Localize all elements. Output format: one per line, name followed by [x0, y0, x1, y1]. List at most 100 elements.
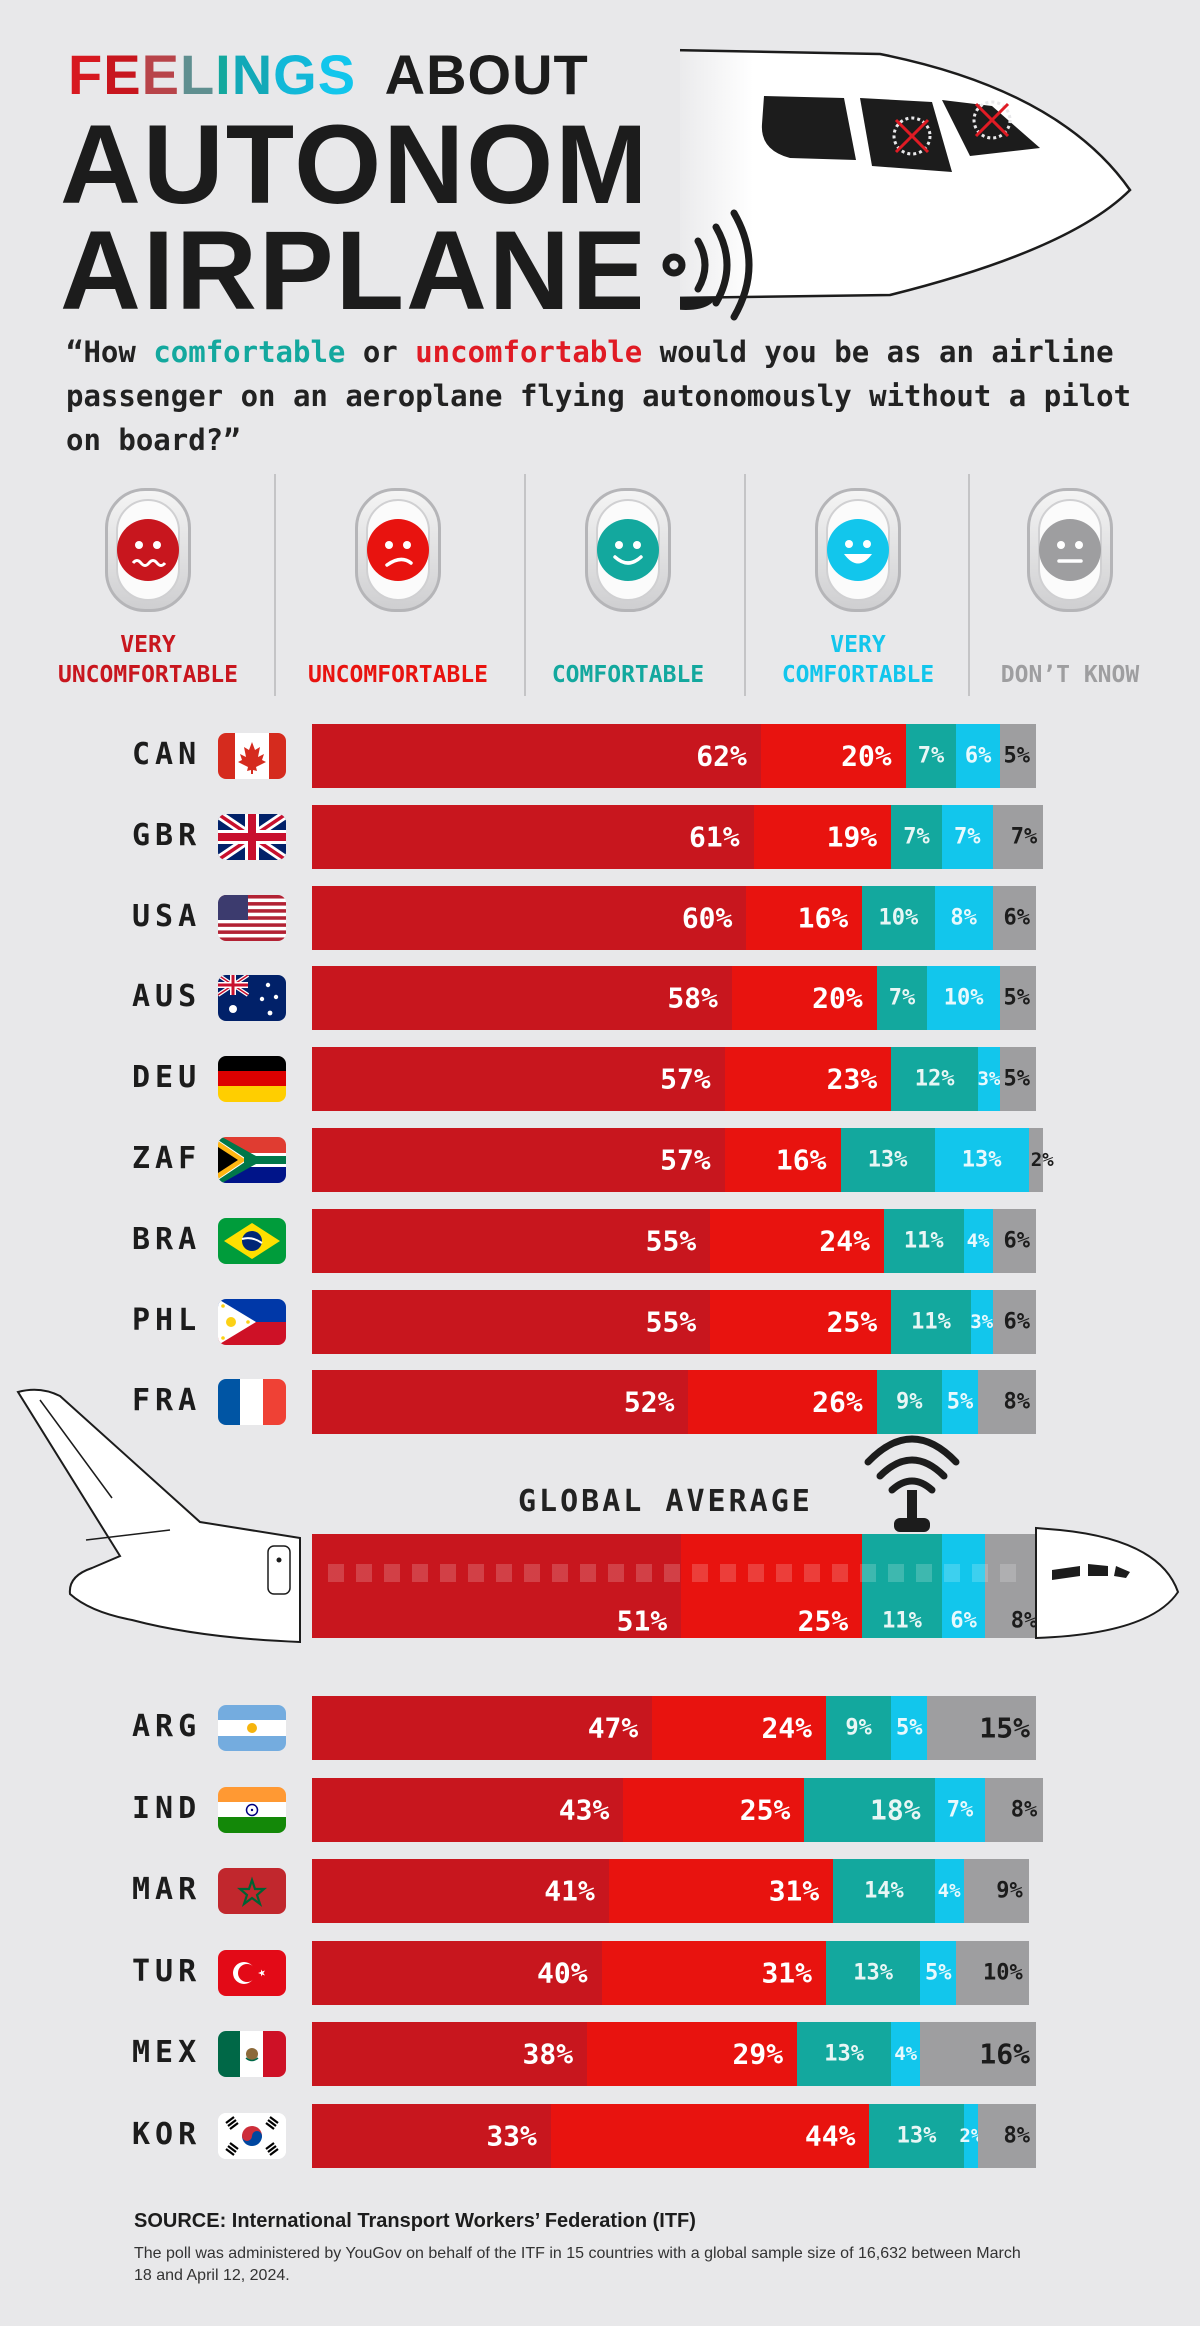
bar-segment-dont-know: 9%	[963, 1859, 1029, 1924]
data-label: 2%	[1030, 1149, 1054, 1171]
airplane-door-icon	[267, 1545, 291, 1595]
stacked-bar: 58% 20% 7% 10% 5%	[312, 966, 1036, 1031]
feelings-letter: F	[68, 43, 104, 106]
bar-segment-very-comfortable: 4%	[934, 1859, 964, 1924]
feelings-letter: N	[231, 43, 274, 106]
neutral-face-icon	[1039, 519, 1101, 581]
stacked-bar: 43% 25% 18% 7% 8%	[312, 1777, 1044, 1842]
stacked-bar: 47% 24% 9% 5% 15%	[312, 1696, 1036, 1760]
question-open: “How	[66, 335, 154, 369]
feelings-letter: I	[215, 43, 232, 106]
india-flag-icon	[218, 1786, 286, 1833]
data-label: 6%	[1003, 1228, 1030, 1254]
feelings-letter: S	[317, 43, 357, 106]
data-label: 44%	[804, 2119, 856, 2153]
bar-segment-dont-know: 6%	[992, 1289, 1036, 1354]
bar-segment-uncomfortable: 16%	[724, 1128, 841, 1192]
bar-segment-comfortable: 14%	[833, 1859, 935, 1924]
bar-segment-very-comfortable: 3%	[970, 1289, 993, 1354]
country-label: PHL	[132, 1302, 202, 1338]
south-korea-flag-icon	[218, 2113, 286, 2159]
legend-label-line2: DON’T KNOW	[1000, 662, 1140, 688]
bar-segment-very-comfortable: 2%	[959, 2104, 982, 2168]
stacked-bar: 38% 29% 13% 4% 16%	[312, 2022, 1036, 2087]
argentina-flag-icon	[218, 1705, 286, 1751]
bar-segment-dont-know: 16%	[920, 2022, 1036, 2087]
global-average-title: GLOBAL AVERAGE	[518, 1484, 813, 1519]
bar-segment-very-comfortable: 13%	[934, 1128, 1029, 1192]
data-label: 15%	[979, 1711, 1030, 1745]
bar-segment-very-comfortable: 6%	[941, 1534, 986, 1638]
wifi-antenna-icon	[864, 1435, 960, 1532]
bar-segment-very-comfortable: 8%	[934, 885, 993, 950]
legend-item-comfortable: VERY COMFORTABLE	[753, 478, 963, 698]
bar-segment-very-comfortable: 4%	[963, 1208, 993, 1273]
bar-segment-comfortable: 13%	[840, 1128, 935, 1192]
data-label: 8%	[1003, 2123, 1030, 2149]
data-label: 10%	[983, 1960, 1023, 1986]
bar-segment-very-comfortable: 5%	[891, 1696, 928, 1760]
data-label: 25%	[797, 1604, 849, 1638]
header-subtitle: FEELINGS ABOUT	[68, 42, 589, 107]
bar-segment-dont-know: 10%	[956, 1940, 1029, 2005]
stacked-bar: 55% 24% 11% 4% 6%	[312, 1208, 1036, 1273]
bar-segment-comfortable: 11%	[883, 1208, 964, 1273]
methodology-note: The poll was administered by YouGov on b…	[134, 2245, 1021, 2284]
bar-segment-comfortable: 11%	[862, 1534, 942, 1638]
data-label: 14%	[864, 1878, 904, 1904]
country-label: ZAF	[132, 1141, 202, 1176]
airplane-fuselage-illustration	[16, 1388, 1180, 1644]
bar-segment-very-comfortable: 3%	[977, 1047, 1000, 1112]
data-label: 10%	[878, 905, 919, 931]
bar-segment-uncomfortable: 31%	[601, 1940, 827, 2005]
data-label: 51%	[616, 1604, 668, 1638]
legend-label-line1	[283, 630, 513, 660]
bar-segment-dont-know: 7%	[992, 804, 1044, 869]
data-label: 4%	[966, 1229, 990, 1252]
legend-label: VERY COMFORTABLE	[753, 630, 963, 690]
data-label: 55%	[645, 1305, 697, 1339]
france-flag-icon	[218, 1379, 286, 1426]
bar-segment-uncomfortable: 20%	[731, 966, 877, 1031]
question-comfortable-word: comfortable	[153, 335, 346, 369]
bar-segment-dont-know: 2%	[1028, 1128, 1054, 1192]
stacked-bar: 41% 31% 14% 4% 9%	[312, 1859, 1036, 1924]
bar-segment-very-uncomfortable: 33%	[312, 2104, 551, 2168]
survey-question: “How comfortable or uncomfortable would …	[66, 330, 1146, 462]
bar-segment-dont-know: 6%	[992, 885, 1036, 950]
legend-label-line1	[518, 630, 738, 660]
legend-label: DON’T KNOW	[970, 630, 1170, 690]
canada-flag-icon	[218, 733, 286, 779]
stacked-bar: 60% 16% 10% 8% 6%	[312, 885, 1036, 950]
data-label: 5%	[925, 1960, 952, 1986]
source-text: SOURCE: International Transport Workers’…	[134, 2210, 696, 2232]
data-label: 13%	[853, 1960, 893, 1986]
south-africa-flag-icon	[218, 1137, 286, 1183]
cockpit-window-icon	[761, 96, 856, 160]
data-label: 25%	[826, 1305, 878, 1339]
bar-segment-dont-know: 6%	[992, 1208, 1036, 1273]
legend-label-line2: COMFORTABLE	[781, 662, 935, 688]
worried-face-icon	[117, 519, 179, 581]
data-label: 11%	[903, 1228, 944, 1254]
legend-label-line1	[970, 630, 1170, 660]
data-label: 16%	[775, 1143, 827, 1177]
data-label: 29%	[732, 2037, 784, 2071]
legend-divider	[524, 474, 526, 696]
data-label: 57%	[660, 1062, 711, 1096]
data-label: 23%	[826, 1062, 878, 1096]
country-label: ARG	[132, 1709, 202, 1744]
data-label: 19%	[826, 820, 878, 854]
airplane-window-icon	[355, 488, 441, 612]
bar-segment-very-comfortable: 10%	[927, 966, 1000, 1031]
data-label: 9%	[996, 1878, 1023, 1904]
data-label: 40%	[537, 1956, 588, 1990]
data-label: 5%	[946, 1389, 974, 1415]
bar-segment-uncomfortable: 25%	[623, 1777, 805, 1842]
bar-segment-uncomfortable: 26%	[688, 1370, 877, 1435]
data-label: 6%	[950, 1608, 977, 1634]
bar-segment-very-uncomfortable: 52%	[312, 1370, 689, 1435]
bar-segment-very-uncomfortable: 51%	[312, 1534, 682, 1638]
legend-divider	[744, 474, 746, 696]
data-label: 57%	[660, 1143, 711, 1177]
